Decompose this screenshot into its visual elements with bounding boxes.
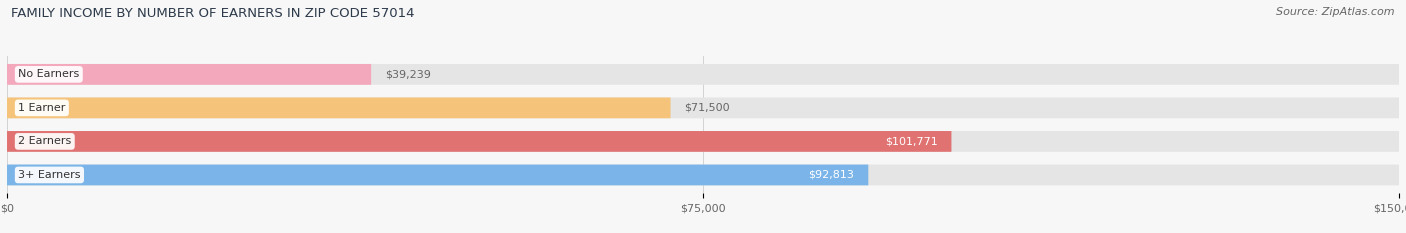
Text: $101,771: $101,771 [884, 136, 938, 146]
Text: $71,500: $71,500 [685, 103, 730, 113]
Text: $92,813: $92,813 [808, 170, 855, 180]
FancyBboxPatch shape [7, 97, 1399, 118]
FancyBboxPatch shape [7, 164, 1399, 185]
Text: Source: ZipAtlas.com: Source: ZipAtlas.com [1277, 7, 1395, 17]
Text: $39,239: $39,239 [385, 69, 432, 79]
FancyBboxPatch shape [7, 164, 869, 185]
FancyBboxPatch shape [7, 131, 1399, 152]
Text: No Earners: No Earners [18, 69, 79, 79]
FancyBboxPatch shape [7, 64, 371, 85]
Text: 2 Earners: 2 Earners [18, 136, 72, 146]
Text: FAMILY INCOME BY NUMBER OF EARNERS IN ZIP CODE 57014: FAMILY INCOME BY NUMBER OF EARNERS IN ZI… [11, 7, 415, 20]
FancyBboxPatch shape [7, 97, 671, 118]
Text: 1 Earner: 1 Earner [18, 103, 66, 113]
Text: 3+ Earners: 3+ Earners [18, 170, 80, 180]
FancyBboxPatch shape [7, 131, 952, 152]
FancyBboxPatch shape [7, 64, 1399, 85]
